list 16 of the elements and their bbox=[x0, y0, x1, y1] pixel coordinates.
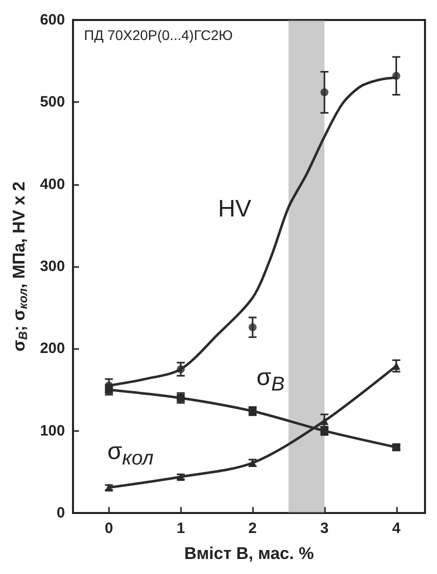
x-axis-title: Вміст B, мас. % bbox=[184, 544, 314, 563]
x-tick-label: 2 bbox=[248, 520, 257, 537]
y-tick-label: 100 bbox=[40, 422, 65, 440]
x-tick-label: 4 bbox=[392, 520, 402, 537]
x-tick-label: 0 bbox=[104, 520, 114, 537]
annotation: HV bbox=[218, 195, 252, 222]
x-tick-label: 3 bbox=[320, 520, 329, 537]
x-tick-label: 1 bbox=[176, 520, 185, 537]
y-tick-label: 500 bbox=[40, 94, 65, 111]
y-tick-label: 300 bbox=[40, 258, 65, 275]
y-tick-label: 0 bbox=[56, 504, 65, 522]
y-tick-label: 400 bbox=[40, 176, 65, 193]
y-axis-title: σB; σкол, МПа, HV x 2 bbox=[10, 182, 30, 352]
y-tick-label: 600 bbox=[40, 12, 65, 28]
y-tick-label: 200 bbox=[40, 340, 65, 358]
annotation: ПД 70Х20Р(0...4)ГС2Ю bbox=[84, 27, 233, 43]
